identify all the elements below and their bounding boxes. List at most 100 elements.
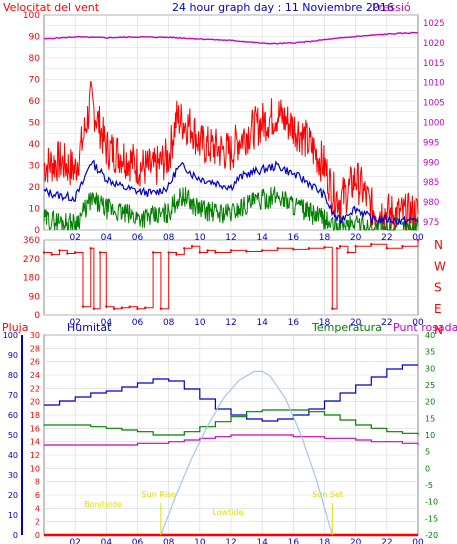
x-tick-label: 22: [381, 233, 392, 243]
humidity-y-tick-label: 50: [8, 431, 18, 440]
wind-direction-point: [136, 307, 139, 310]
x-tick-label: 20: [350, 538, 362, 544]
x-tick-label: 22: [381, 318, 392, 328]
humidity-y-tick-label: 60: [8, 411, 18, 420]
wind-direction-point: [42, 251, 46, 254]
wind-min-line: [43, 186, 419, 232]
direction-y-tick-label: 180: [23, 274, 40, 284]
plot-series: [42, 31, 420, 537]
rain-y-tick-label: 20: [30, 398, 40, 407]
compass-label: N: [434, 238, 443, 252]
humidity-y-tick-label: 30: [8, 471, 18, 480]
wind-direction-point: [81, 305, 85, 308]
wind-direction-point: [128, 305, 131, 308]
wind-direction-point: [206, 249, 209, 252]
x-tick-label: 14: [256, 233, 268, 243]
sunset-label: Sun Set: [312, 490, 343, 499]
x-tick-label: 16: [288, 233, 300, 243]
compass-label: E: [434, 302, 442, 316]
x-tick-label: 12: [225, 233, 236, 243]
x-tick-label: 02: [69, 233, 80, 243]
wind-direction-point: [354, 245, 357, 248]
wind-y-tick-label: 30: [29, 162, 41, 172]
humidity-y-tick-label: 40: [8, 451, 18, 460]
temperature-y-tick-label: -20: [425, 531, 438, 540]
wind-direction-point: [73, 251, 77, 254]
humidity-y-tick-label: 90: [8, 351, 18, 360]
pressure-y-tick-label: 980: [423, 198, 439, 208]
wind-direction-point: [416, 238, 420, 242]
wind-direction-point: [120, 306, 124, 309]
rain-label: Pluja: [2, 321, 28, 334]
wind-direction-point: [89, 247, 92, 250]
x-tick-label: 16: [288, 538, 300, 544]
x-tick-label: 00: [412, 538, 424, 544]
rain-y-tick-label: 4: [35, 504, 40, 513]
pressure-title: Pressió: [372, 1, 411, 14]
wind-direction-point: [98, 251, 102, 254]
direction-y-tick-label: 90: [29, 292, 41, 302]
compass-label: S: [434, 281, 442, 295]
x-tick-label: 02: [69, 538, 80, 544]
wind-direction-line: [44, 240, 419, 310]
x-tick-label: 16: [288, 318, 300, 328]
wind-direction-point: [335, 247, 339, 250]
x-tick-label: 10: [194, 318, 206, 328]
wind-direction-point: [151, 251, 155, 254]
x-tick-label: 18: [319, 318, 331, 328]
wind-direction-point: [144, 306, 147, 309]
wind-direction-point: [292, 248, 295, 251]
wind-y-tick-label: 40: [29, 140, 41, 150]
wind-direction-point: [66, 252, 69, 255]
humidity-y-tick-label: 10: [8, 511, 18, 520]
wind-direction-point: [190, 245, 194, 248]
wind-y-tick-label: 90: [29, 33, 41, 43]
wind-direction-point: [167, 251, 170, 254]
x-tick-label: 10: [194, 233, 206, 243]
pressure-y-tick-label: 985: [423, 178, 439, 188]
x-tick-label: 00: [412, 233, 424, 243]
temperature-y-tick-label: 0: [425, 464, 430, 473]
rain-y-tick-label: 18: [30, 411, 40, 420]
wind-direction-point: [229, 249, 233, 252]
temperature-y-tick-label: 5: [425, 448, 430, 457]
wind-y-tick-label: 20: [29, 183, 41, 193]
direction-y-tick-label: 270: [23, 255, 40, 265]
wind-direction-point: [58, 249, 61, 252]
wind-y-tick-label: 0: [34, 226, 40, 236]
pressure-y-tick-label: 990: [423, 158, 439, 168]
x-tick-label: 02: [69, 318, 80, 328]
wind-direction-point: [183, 247, 186, 250]
temperature-y-tick-label: -5: [425, 481, 433, 490]
rain-y-tick-label: 14: [30, 438, 40, 447]
x-tick-label: 22: [381, 538, 392, 544]
rain-y-tick-label: 10: [30, 464, 40, 473]
x-tick-label: 04: [101, 318, 113, 328]
humidity-y-tick-label: 100: [3, 331, 18, 340]
hightide-label: Boniteide: [84, 500, 122, 509]
temperature-y-tick-label: 35: [425, 348, 435, 357]
wind-y-tick-label: 100: [23, 11, 40, 21]
sunrise-label: Sun Rise: [142, 490, 177, 499]
rain-y-tick-label: 22: [30, 384, 40, 393]
lowtide-label: Lowtide: [212, 508, 243, 517]
wind-direction-point: [50, 253, 53, 256]
wind-direction-point: [198, 251, 202, 254]
wind-gust-line: [43, 80, 419, 231]
temperature-y-tick-label: 30: [425, 364, 435, 373]
rain-y-tick-label: 30: [30, 331, 40, 340]
x-tick-label: 20: [350, 233, 362, 243]
x-tick-label: 04: [101, 233, 113, 243]
wind-direction-point: [92, 307, 96, 310]
temperature-y-tick-label: 15: [425, 414, 435, 423]
rain-y-tick-label: 28: [30, 344, 40, 353]
rain-y-tick-label: 8: [35, 478, 40, 487]
direction-y-tick-label: 360: [23, 236, 40, 246]
humidity-y-tick-label: 0: [13, 531, 18, 540]
x-tick-label: 10: [194, 538, 206, 544]
sun-elevation-arc: [160, 370, 333, 536]
temperature-line: [44, 409, 419, 436]
rain-y-tick-label: 0: [35, 531, 40, 540]
wind-direction-point: [331, 307, 334, 310]
